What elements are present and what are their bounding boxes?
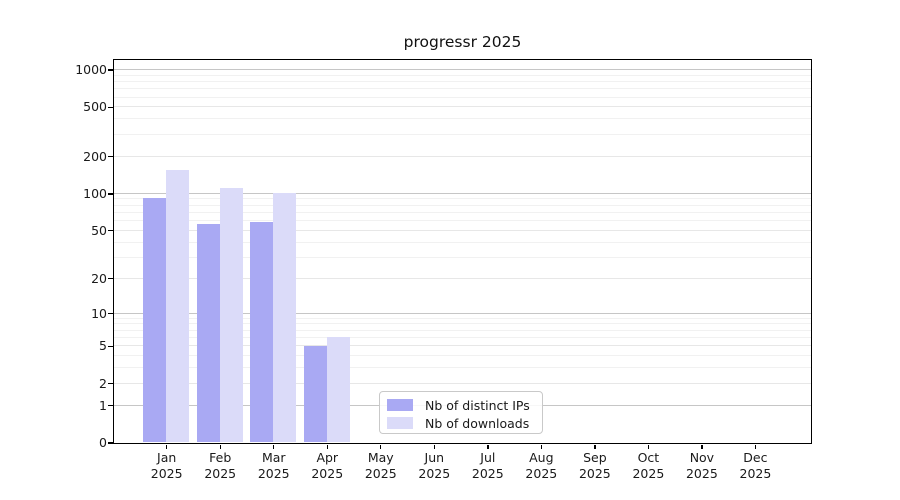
minor-gridline	[113, 198, 811, 200]
major-gridline	[113, 312, 811, 314]
y-tick-mark	[108, 69, 113, 71]
x-tick-label-jan: Jan 2025	[150, 450, 183, 481]
legend-label-downloads: Nb of downloads	[425, 415, 530, 431]
y-tick-mark	[108, 382, 113, 385]
minor-gridline	[113, 204, 811, 206]
x-tick-label-feb: Feb 2025	[204, 450, 237, 481]
y-tick-mark	[108, 156, 113, 158]
x-tick-label-may: May 2025	[364, 450, 397, 481]
x-tick-mark	[433, 444, 435, 449]
minor-gridline	[113, 133, 811, 135]
y-tick-label: 20	[91, 270, 107, 286]
y-tick-label: 200	[83, 148, 107, 164]
legend-label-distinct-ips: Nb of distinct IPs	[425, 397, 530, 413]
x-tick-mark	[219, 444, 221, 449]
x-tick-mark	[380, 444, 382, 449]
bar-distinct-ips-feb	[196, 224, 220, 443]
minor-gridline	[113, 329, 811, 331]
minor-gridline	[113, 96, 811, 98]
x-tick-label-oct: Oct 2025	[632, 450, 665, 481]
mid-gridline	[113, 382, 811, 384]
bar-downloads-apr	[326, 337, 350, 443]
x-tick-mark	[754, 444, 757, 449]
bar-downloads-feb	[219, 188, 243, 443]
x-tick-label-jun: Jun 2025	[418, 450, 451, 481]
mid-gridline	[113, 277, 811, 279]
y-tick-label: 5	[99, 338, 107, 354]
y-tick-label: 10	[91, 305, 107, 321]
bar-distinct-ips-mar	[250, 222, 274, 443]
y-tick-mark	[108, 312, 113, 315]
minor-gridline	[113, 118, 811, 120]
y-tick-mark	[108, 345, 113, 347]
minor-gridline	[113, 88, 811, 90]
bar-distinct-ips-jan	[143, 197, 167, 443]
y-tick-mark	[108, 106, 113, 109]
minor-gridline	[113, 336, 811, 338]
x-tick-label-nov: Nov 2025	[685, 450, 718, 481]
x-tick-label-mar: Mar 2025	[257, 450, 290, 481]
y-tick-mark	[108, 442, 113, 444]
x-tick-mark	[273, 444, 275, 449]
y-tick-label: 1000	[75, 62, 107, 78]
x-tick-mark	[326, 444, 328, 449]
y-tick-label: 2	[99, 375, 107, 391]
legend-row-distinct-ips: Nb of distinct IPs	[387, 396, 542, 414]
minor-gridline	[113, 81, 811, 83]
x-tick-label-dec: Dec 2025	[739, 450, 772, 481]
bar-distinct-ips-apr	[303, 345, 327, 443]
minor-gridline	[113, 74, 811, 76]
x-tick-label-sep: Sep 2025	[578, 450, 611, 481]
x-tick-mark	[647, 444, 650, 449]
x-tick-label-aug: Aug 2025	[525, 450, 558, 481]
legend-swatch-distinct-ips-icon	[387, 399, 413, 411]
x-tick-mark	[166, 444, 168, 449]
x-tick-mark	[701, 444, 703, 449]
y-tick-label: 500	[83, 99, 107, 115]
minor-gridline	[113, 317, 811, 319]
y-tick-label: 1	[99, 397, 107, 413]
minor-gridline	[113, 220, 811, 222]
y-tick-mark	[108, 193, 113, 195]
plot-area	[112, 58, 812, 444]
mid-gridline	[113, 106, 811, 108]
legend: Nb of distinct IPs Nb of downloads	[379, 391, 543, 434]
minor-gridline	[113, 367, 811, 369]
x-tick-label-jul: Jul 2025	[471, 450, 504, 481]
y-tick-mark	[108, 404, 113, 407]
bar-downloads-jan	[166, 169, 190, 443]
mid-gridline	[113, 155, 811, 157]
x-tick-mark	[594, 444, 596, 449]
major-gridline	[113, 69, 811, 71]
bar-downloads-mar	[273, 193, 297, 443]
y-tick-label: 100	[83, 185, 107, 201]
chart-title: progressr 2025	[403, 33, 522, 51]
minor-gridline	[113, 211, 811, 213]
legend-row-downloads: Nb of downloads	[387, 414, 542, 432]
x-tick-label-apr: Apr 2025	[311, 450, 344, 481]
minor-gridline	[113, 323, 811, 325]
y-tick-label: 0	[99, 435, 107, 450]
minor-gridline	[113, 355, 811, 357]
y-tick-mark	[108, 277, 113, 280]
mid-gridline	[113, 345, 811, 347]
legend-swatch-downloads-icon	[387, 417, 413, 429]
major-gridline	[113, 192, 811, 194]
minor-gridline	[113, 256, 811, 258]
y-tick-mark	[108, 230, 113, 232]
x-tick-mark	[487, 444, 489, 449]
y-tick-label: 50	[91, 222, 107, 238]
minor-gridline	[113, 241, 811, 243]
mid-gridline	[113, 229, 811, 231]
x-tick-mark	[540, 444, 543, 449]
